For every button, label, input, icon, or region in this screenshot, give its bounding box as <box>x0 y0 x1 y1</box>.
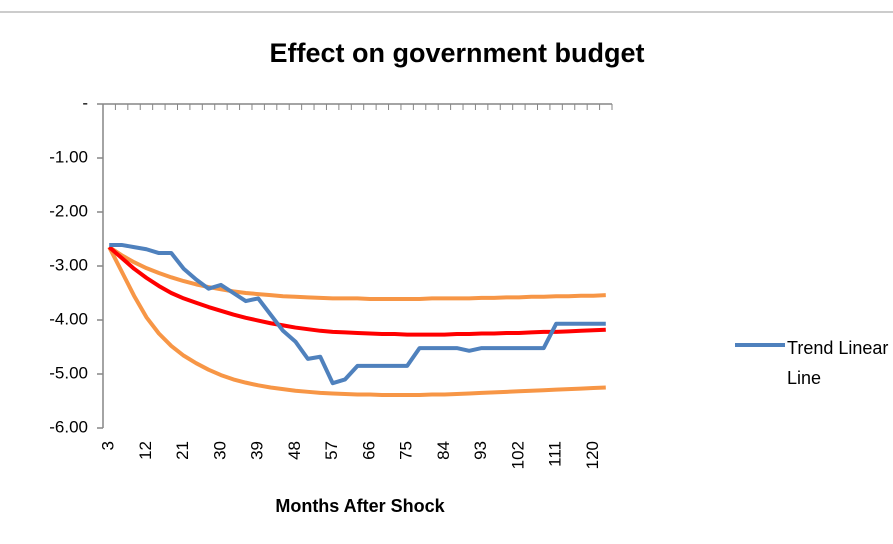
y-tick-label: -2.00 <box>49 201 88 220</box>
y-tick-label: -5.00 <box>49 363 88 382</box>
series-line <box>107 245 606 337</box>
y-tick-label: - <box>82 93 88 112</box>
x-axis-title: Months After Shock <box>275 496 445 516</box>
x-tick-label: 21 <box>173 441 192 460</box>
y-tick-label: -4.00 <box>49 309 88 328</box>
legend-label: Trend Linear Line <box>787 338 889 388</box>
x-tick-label: 12 <box>136 441 155 460</box>
x-tick-label: 39 <box>248 441 267 460</box>
x-tick-label: 111 <box>546 441 565 467</box>
series-line <box>107 246 606 398</box>
x-tick-label: 102 <box>508 441 527 469</box>
x-tick-label: 57 <box>322 441 341 460</box>
x-tick-label: 30 <box>210 441 229 460</box>
x-tick-label: 93 <box>471 441 490 460</box>
x-tick-label: 3 <box>99 441 118 450</box>
x-tick-label: 75 <box>397 441 416 460</box>
x-tick-label: 66 <box>359 441 378 460</box>
x-tick-label: 120 <box>583 441 602 469</box>
chart-title: Effect on government budget <box>269 38 644 68</box>
y-tick-label: -1.00 <box>49 147 88 166</box>
series-line <box>108 245 606 301</box>
y-tick-label: -3.00 <box>49 255 88 274</box>
x-tick-label: 84 <box>434 441 453 460</box>
x-tick-label: 48 <box>285 441 304 460</box>
y-tick-label: -6.00 <box>49 417 88 436</box>
series-line <box>109 242 606 386</box>
